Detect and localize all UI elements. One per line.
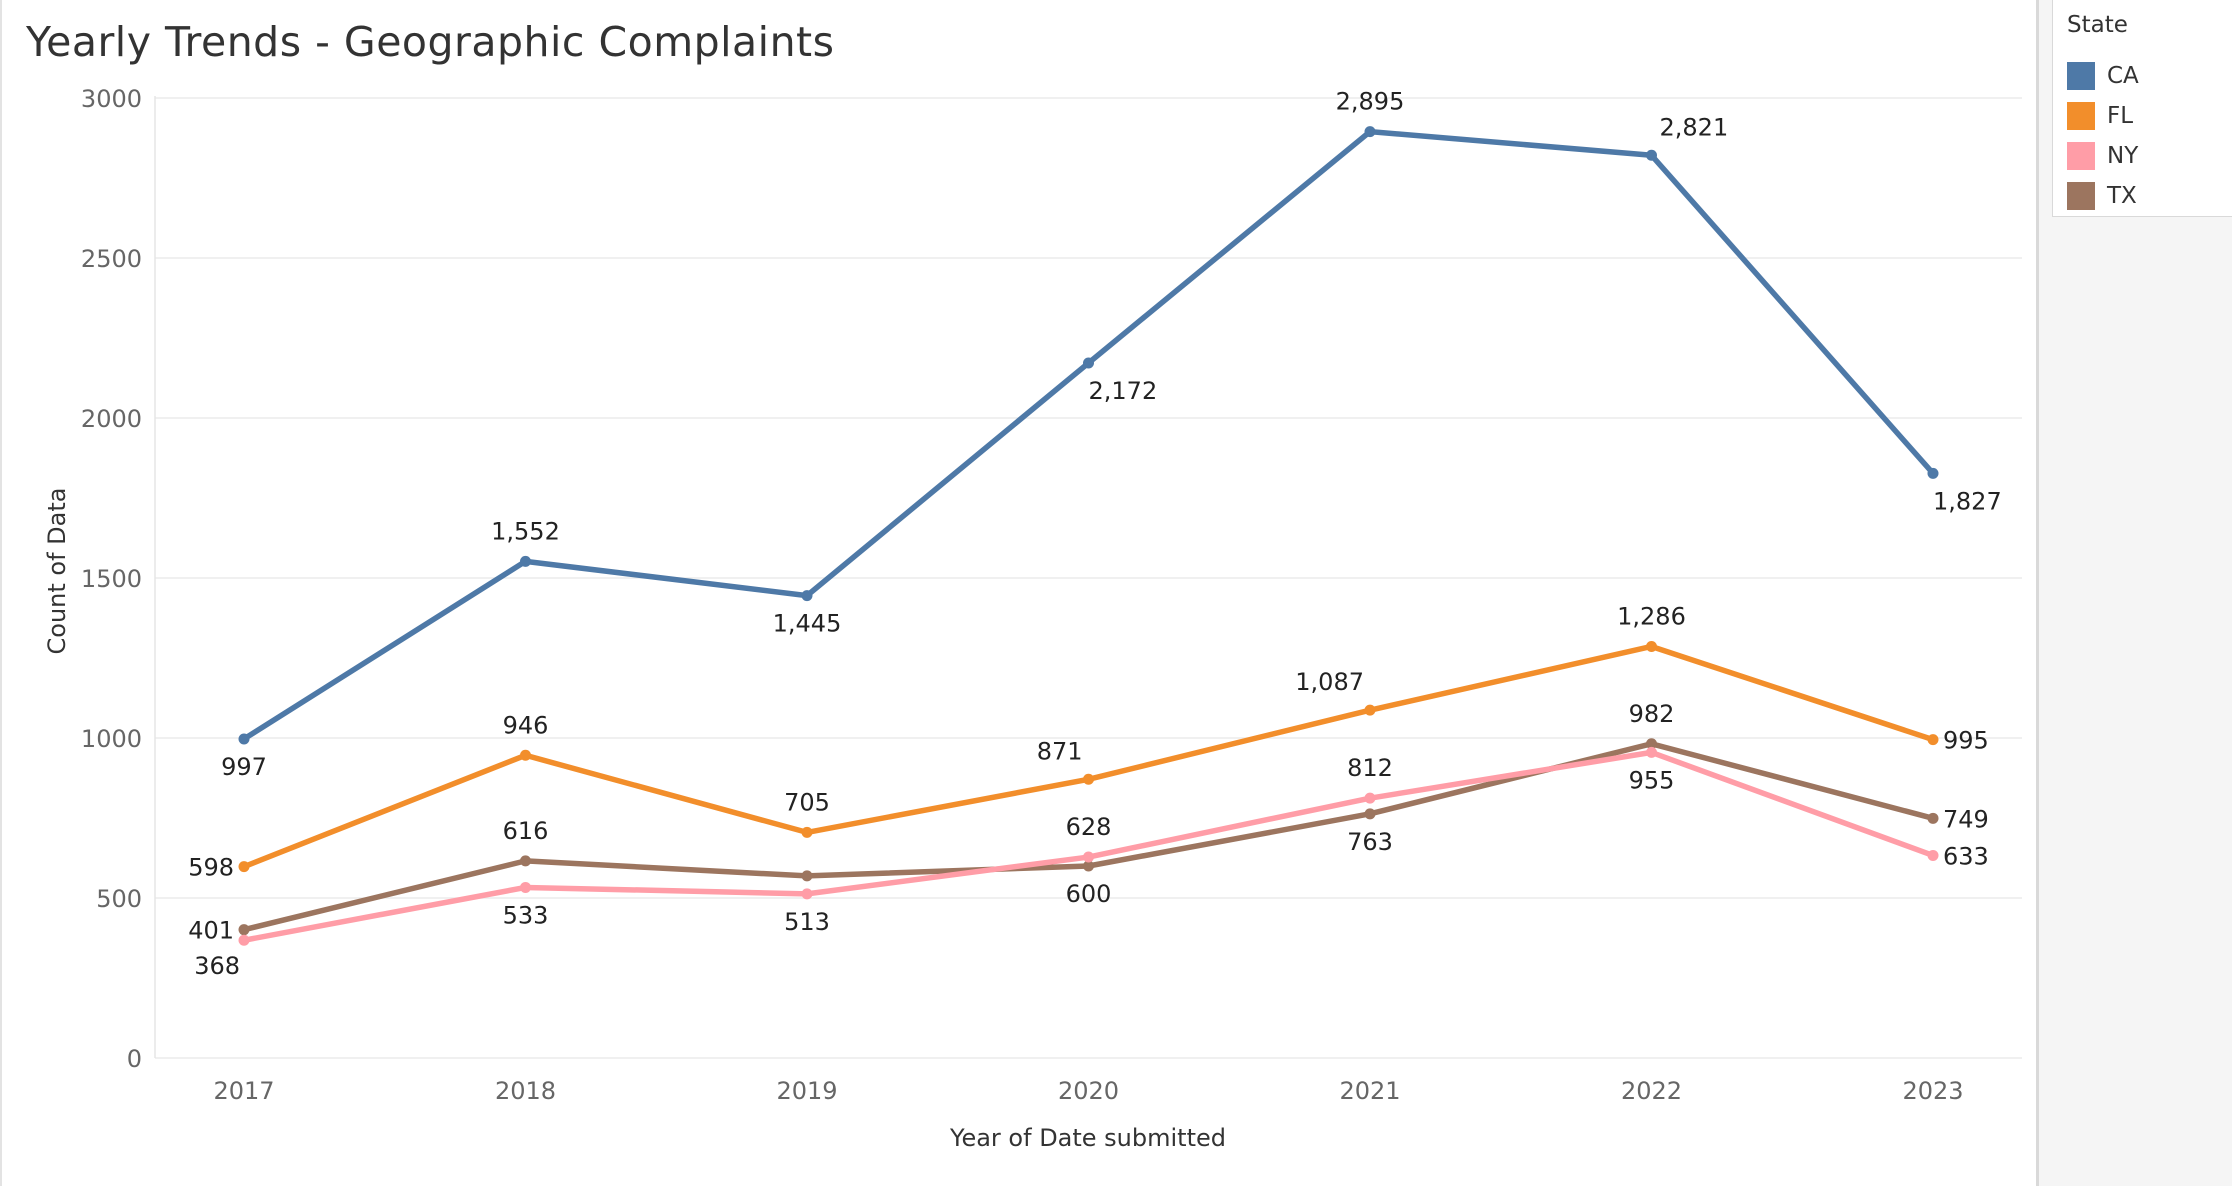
x-tick-label: 2018 bbox=[495, 1077, 556, 1105]
chart-title: Yearly Trends - Geographic Complaints bbox=[26, 18, 835, 66]
data-label-ca: 2,895 bbox=[1336, 88, 1405, 116]
legend-label: NY bbox=[2107, 143, 2139, 169]
data-label-ny: 633 bbox=[1943, 842, 1989, 870]
data-label-fl: 871 bbox=[1037, 737, 1083, 765]
y-tick-label: 2000 bbox=[81, 405, 142, 433]
x-tick-label: 2023 bbox=[1902, 1077, 1963, 1105]
data-point-tx[interactable] bbox=[801, 870, 813, 882]
left-border bbox=[0, 0, 2, 1186]
x-tick-label: 2019 bbox=[776, 1077, 837, 1105]
data-label-ny: 368 bbox=[194, 952, 240, 980]
data-point-ca[interactable] bbox=[1927, 467, 1939, 479]
panel-divider bbox=[2036, 0, 2039, 1186]
data-label-ca: 1,827 bbox=[1933, 487, 2002, 515]
data-label-tx: 749 bbox=[1943, 805, 1989, 833]
legend-item-fl[interactable]: FL bbox=[2067, 101, 2133, 131]
axes: 0 500 1000 1500 2000 2500 3000 2017 2018 2019 2020… bbox=[43, 85, 1964, 1152]
data-point-ca[interactable] bbox=[520, 555, 531, 567]
data-label-tx: 600 bbox=[1066, 880, 1112, 908]
data-point-tx[interactable] bbox=[1646, 738, 1657, 750]
data-point-ca[interactable] bbox=[1364, 126, 1376, 138]
data-label-ny: 955 bbox=[1629, 766, 1675, 794]
series-line-ca[interactable] bbox=[241, 128, 1936, 742]
data-point-tx[interactable] bbox=[1083, 860, 1094, 872]
data-label-tx: 401 bbox=[188, 917, 234, 945]
data-label-ny: 533 bbox=[503, 901, 549, 929]
x-tick-label: 2020 bbox=[1058, 1077, 1119, 1105]
data-point-ny[interactable] bbox=[238, 934, 250, 946]
data-point-fl[interactable] bbox=[1646, 640, 1657, 652]
x-tick-label: 2021 bbox=[1339, 1077, 1400, 1105]
legend-swatch bbox=[2067, 182, 2095, 210]
data-label-fl: 705 bbox=[784, 788, 830, 816]
data-point-tx[interactable] bbox=[1364, 808, 1376, 820]
data-point-tx[interactable] bbox=[238, 924, 250, 936]
x-tick-label: 2017 bbox=[213, 1077, 274, 1105]
data-label-tx: 763 bbox=[1347, 828, 1393, 856]
y-tick-label: 1500 bbox=[81, 565, 142, 593]
data-label-ny: 628 bbox=[1066, 813, 1112, 841]
y-axis-title: Count of Data bbox=[43, 488, 71, 655]
gridlines bbox=[155, 97, 2022, 1059]
legend-item-ca[interactable]: CA bbox=[2067, 61, 2139, 91]
data-point-fl[interactable] bbox=[1927, 734, 1939, 746]
legend[interactable]: State CA FL NY TX bbox=[2052, 0, 2232, 217]
y-tick-label: 3000 bbox=[81, 85, 142, 113]
data-label-fl: 1,286 bbox=[1617, 602, 1686, 630]
data-label-tx: 982 bbox=[1629, 700, 1675, 728]
data-point-fl[interactable] bbox=[1364, 704, 1376, 716]
data-label-fl: 995 bbox=[1943, 727, 1989, 755]
legend-title: State bbox=[2067, 12, 2128, 38]
legend-swatch bbox=[2067, 62, 2095, 90]
data-label-fl: 946 bbox=[503, 711, 549, 739]
data-point-ca[interactable] bbox=[1083, 357, 1094, 369]
data-point-fl[interactable] bbox=[238, 861, 250, 873]
data-label-tx: 616 bbox=[503, 817, 549, 845]
legend-label: FL bbox=[2107, 103, 2134, 129]
data-point-fl[interactable] bbox=[801, 826, 813, 838]
data-point-ny[interactable] bbox=[1364, 792, 1376, 804]
data-label-ny: 513 bbox=[784, 908, 830, 936]
data-point-tx[interactable] bbox=[1927, 812, 1939, 824]
legend-swatch bbox=[2067, 142, 2095, 170]
data-label-ca: 2,821 bbox=[1660, 113, 1729, 141]
data-point-fl[interactable] bbox=[1083, 773, 1094, 785]
data-label-ca: 2,172 bbox=[1089, 377, 1158, 405]
data-point-tx[interactable] bbox=[520, 855, 531, 867]
legend-label: CA bbox=[2107, 63, 2139, 89]
data-point-ny[interactable] bbox=[1927, 849, 1939, 861]
y-tick-label: 1000 bbox=[81, 725, 142, 753]
series-lines bbox=[238, 126, 1939, 946]
data-label-fl: 598 bbox=[188, 854, 234, 882]
data-label-fl: 1,087 bbox=[1295, 668, 1364, 696]
data-label-ny: 812 bbox=[1347, 754, 1393, 782]
data-point-ca[interactable] bbox=[801, 590, 813, 602]
data-label-ca: 1,445 bbox=[773, 610, 842, 638]
data-point-fl[interactable] bbox=[520, 749, 531, 761]
data-label-ca: 1,552 bbox=[491, 517, 560, 545]
legend-item-tx[interactable]: TX bbox=[2067, 181, 2137, 211]
legend-item-ny[interactable]: NY bbox=[2067, 141, 2138, 171]
y-tick-label: 2500 bbox=[81, 245, 142, 273]
data-point-ny[interactable] bbox=[801, 888, 813, 900]
data-point-ny[interactable] bbox=[1083, 851, 1094, 863]
y-tick-label: 500 bbox=[96, 885, 142, 913]
data-point-ny[interactable] bbox=[1646, 746, 1657, 758]
legend-swatch bbox=[2067, 102, 2095, 130]
y-tick-label: 0 bbox=[127, 1045, 142, 1073]
x-axis-title: Year of Date submitted bbox=[949, 1124, 1226, 1152]
data-point-ny[interactable] bbox=[520, 881, 531, 893]
legend-label: TX bbox=[2107, 183, 2137, 209]
data-label-ca: 997 bbox=[221, 753, 267, 781]
data-point-ca[interactable] bbox=[238, 733, 250, 745]
data-point-ca[interactable] bbox=[1646, 149, 1657, 161]
x-tick-label: 2022 bbox=[1621, 1077, 1682, 1105]
data-labels: 997 1,552 1,445 2,172 2,895 2,821 1,827 598 946 7… bbox=[188, 88, 2002, 981]
